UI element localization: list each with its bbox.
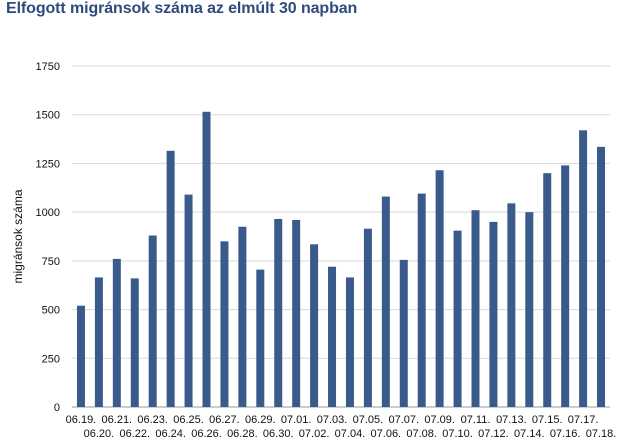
x-tick-label: 07.02. bbox=[299, 428, 330, 440]
bar bbox=[256, 269, 265, 407]
y-axis-label: migránsok száma bbox=[11, 189, 25, 283]
chart-title: Elfogott migránsok száma az elmúlt 30 na… bbox=[6, 0, 358, 17]
y-tick-label: 500 bbox=[42, 305, 60, 317]
bar bbox=[417, 193, 426, 407]
x-tick-label: 07.17. bbox=[568, 414, 599, 426]
x-tick-label: 07.12. bbox=[478, 428, 509, 440]
y-tick-label: 0 bbox=[54, 402, 60, 414]
x-tick-label: 07.06. bbox=[371, 428, 402, 440]
x-tick-label: 06.30. bbox=[263, 428, 294, 440]
bar bbox=[274, 218, 283, 407]
bar bbox=[345, 277, 354, 407]
x-tick-label: 06.24. bbox=[155, 428, 186, 440]
x-tick-label: 07.18. bbox=[586, 428, 617, 440]
bar bbox=[202, 111, 211, 407]
x-tick-label: 07.04. bbox=[335, 428, 366, 440]
x-tick-label: 07.05. bbox=[353, 414, 384, 426]
bar bbox=[363, 228, 372, 407]
bar bbox=[453, 230, 462, 407]
x-tick-label: 07.16. bbox=[550, 428, 581, 440]
bar bbox=[130, 278, 139, 407]
x-tick-label: 07.07. bbox=[388, 414, 419, 426]
bar bbox=[292, 219, 301, 407]
bar bbox=[561, 165, 570, 407]
bar bbox=[328, 266, 337, 407]
x-tick-label: 07.13. bbox=[496, 414, 527, 426]
x-tick-label: 07.14. bbox=[514, 428, 545, 440]
x-tick-label: 06.26. bbox=[191, 428, 222, 440]
x-tick-label: 06.25. bbox=[173, 414, 204, 426]
y-tick-label: 250 bbox=[42, 353, 60, 365]
bar bbox=[166, 150, 175, 407]
y-tick-label: 1500 bbox=[36, 110, 60, 122]
y-tick-label: 1000 bbox=[36, 207, 60, 219]
bar bbox=[471, 210, 480, 407]
y-tick-label: 750 bbox=[42, 256, 60, 268]
x-tick-label: 07.08. bbox=[406, 428, 437, 440]
bar bbox=[94, 277, 103, 407]
bar bbox=[507, 203, 516, 407]
x-tick-label: 07.01. bbox=[281, 414, 312, 426]
bar bbox=[597, 146, 606, 407]
x-tick-label: 07.15. bbox=[532, 414, 563, 426]
y-tick-label: 1250 bbox=[36, 158, 60, 170]
x-tick-label: 07.10. bbox=[442, 428, 473, 440]
bar bbox=[435, 170, 444, 407]
x-tick-label: 07.03. bbox=[317, 414, 348, 426]
bar bbox=[381, 196, 390, 407]
x-tick-label: 07.11. bbox=[461, 414, 491, 426]
bar bbox=[543, 173, 552, 407]
x-tick-label: 06.19. bbox=[66, 414, 97, 426]
x-tick-label: 06.28. bbox=[227, 428, 258, 440]
x-tick-label: 06.23. bbox=[137, 414, 168, 426]
bar bbox=[148, 235, 157, 407]
bar bbox=[310, 244, 319, 407]
y-tick-label: 1750 bbox=[36, 61, 60, 73]
bar bbox=[112, 258, 121, 407]
x-tick-label: 06.20. bbox=[84, 428, 115, 440]
x-tick-label: 06.22. bbox=[119, 428, 150, 440]
x-tick-label: 07.09. bbox=[424, 414, 455, 426]
bar bbox=[579, 130, 588, 407]
x-tick-label: 06.21. bbox=[102, 414, 133, 426]
bar bbox=[525, 212, 534, 407]
x-tick-label: 06.29. bbox=[245, 414, 276, 426]
bar bbox=[76, 305, 85, 407]
bar bbox=[220, 241, 229, 407]
bar bbox=[184, 194, 193, 407]
bar bbox=[238, 226, 247, 407]
bar bbox=[489, 221, 498, 407]
x-tick-label: 06.27. bbox=[209, 414, 240, 426]
bar bbox=[399, 259, 408, 407]
